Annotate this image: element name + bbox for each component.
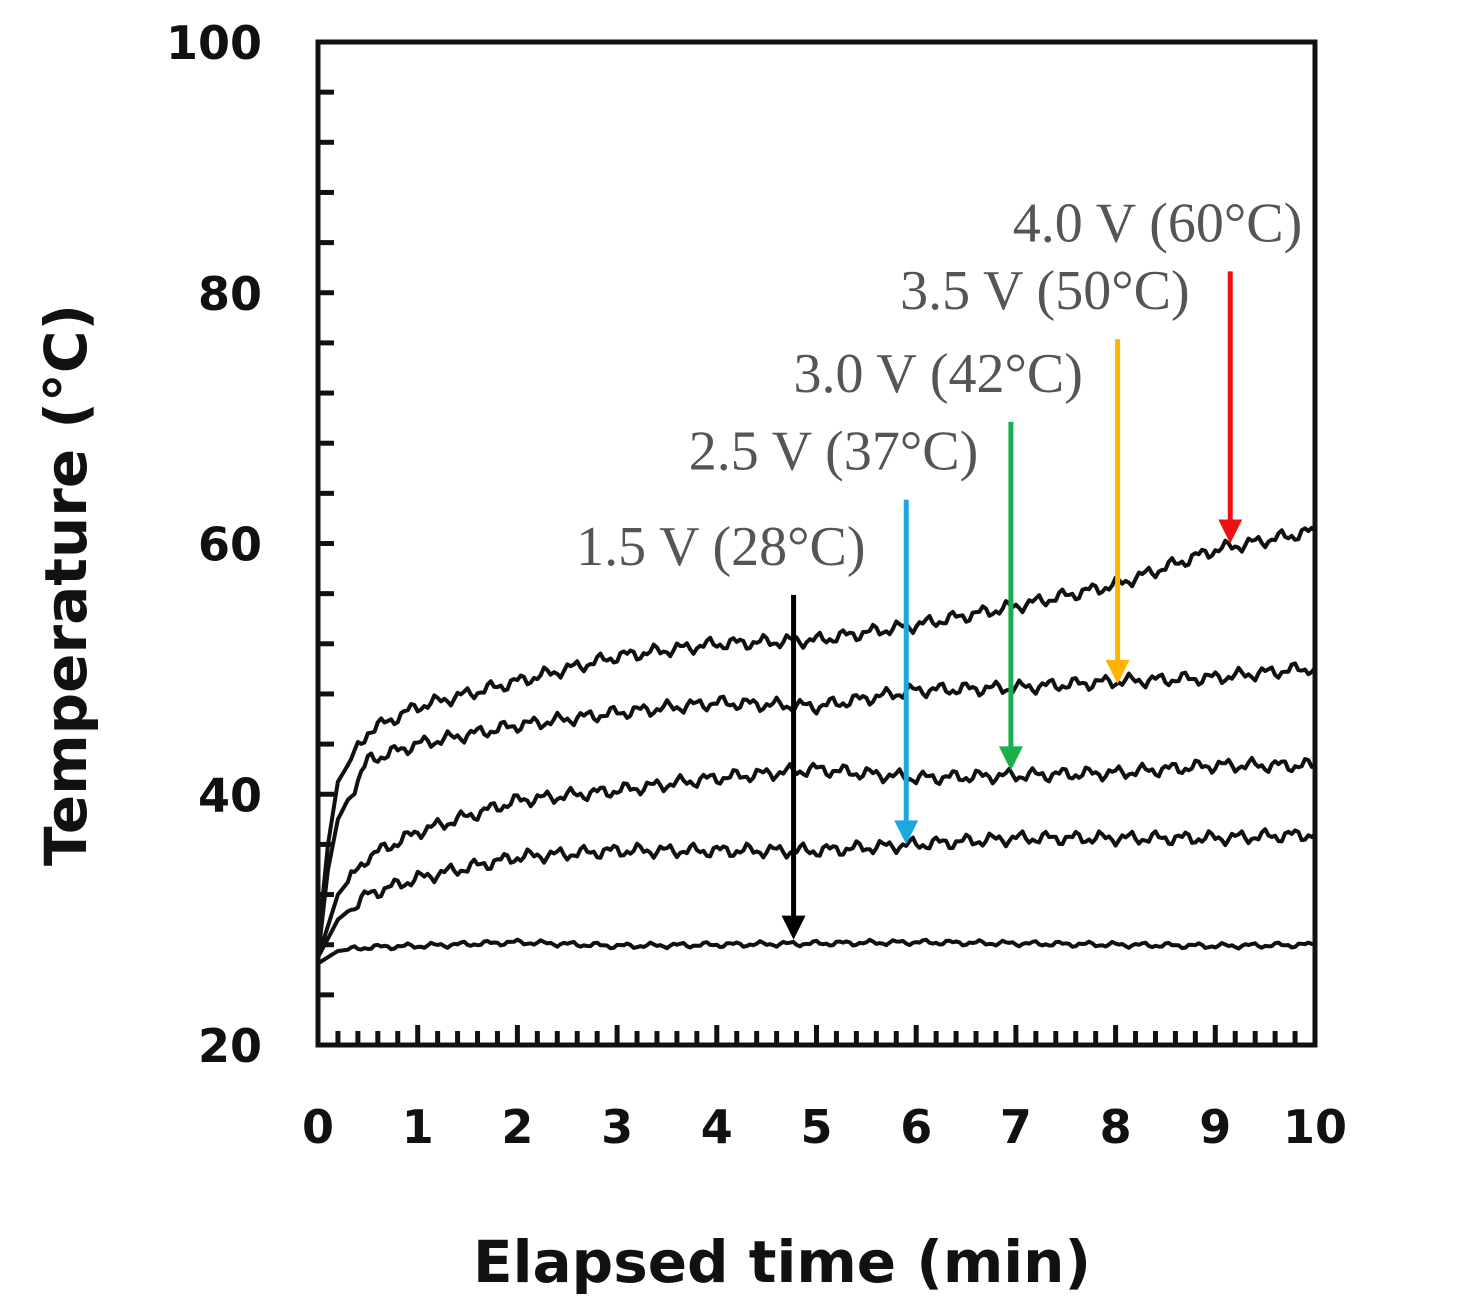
series-line xyxy=(316,937,1316,966)
plot-frame xyxy=(315,39,1318,1048)
y-tick-label: 60 xyxy=(198,518,262,572)
series-line xyxy=(316,525,1317,945)
tick-labels: 0 1 2 3 4 5 6 7 8 9 10 20 40 60 80 100 xyxy=(166,16,1347,1154)
x-tick-label: 7 xyxy=(1000,1100,1032,1154)
x-tick-label: 10 xyxy=(1283,1100,1347,1154)
x-tick-label: 4 xyxy=(701,1100,733,1154)
x-tick-label: 8 xyxy=(1100,1100,1132,1154)
series-line xyxy=(316,827,1317,959)
series-line xyxy=(316,661,1317,958)
y-tick-label: 40 xyxy=(198,768,262,822)
y-tick-label: 100 xyxy=(166,16,262,70)
x-axis-title: Elapsed time (min) xyxy=(473,1228,1091,1296)
x-tick-label: 3 xyxy=(601,1100,633,1154)
x-tick-label: 0 xyxy=(302,1100,334,1154)
series-lines xyxy=(316,525,1317,966)
annotation-arrows: 1.5 V (28°C) 2.5 V (37°C) 3.0 V (42°C) 3.5 … xyxy=(576,192,1302,940)
annotation-arrowhead xyxy=(1218,519,1243,544)
annotation-label: 1.5 V (28°C) xyxy=(576,516,865,578)
annotation-arrowhead xyxy=(1105,659,1130,684)
series-line xyxy=(316,756,1316,958)
annotation-label: 4.0 V (60°C) xyxy=(1013,192,1302,254)
x-tick-label: 6 xyxy=(900,1100,932,1154)
x-tick-label: 1 xyxy=(402,1100,434,1154)
annotation-label: 2.5 V (37°C) xyxy=(689,421,978,483)
annotation-label: 3.5 V (50°C) xyxy=(900,260,1189,322)
annotation-arrowhead xyxy=(894,820,919,845)
y-tick-label: 80 xyxy=(198,267,262,321)
y-tick-label: 20 xyxy=(198,1019,262,1073)
annotation-label: 3.0 V (42°C) xyxy=(793,343,1082,405)
x-tick-label: 9 xyxy=(1199,1100,1231,1154)
x-tick-label: 5 xyxy=(800,1100,832,1154)
y-axis-title: Temperature (°C) xyxy=(32,304,100,866)
x-tick-label: 2 xyxy=(501,1100,533,1154)
annotation-arrowhead xyxy=(998,746,1023,771)
annotation-arrowhead xyxy=(781,915,806,940)
